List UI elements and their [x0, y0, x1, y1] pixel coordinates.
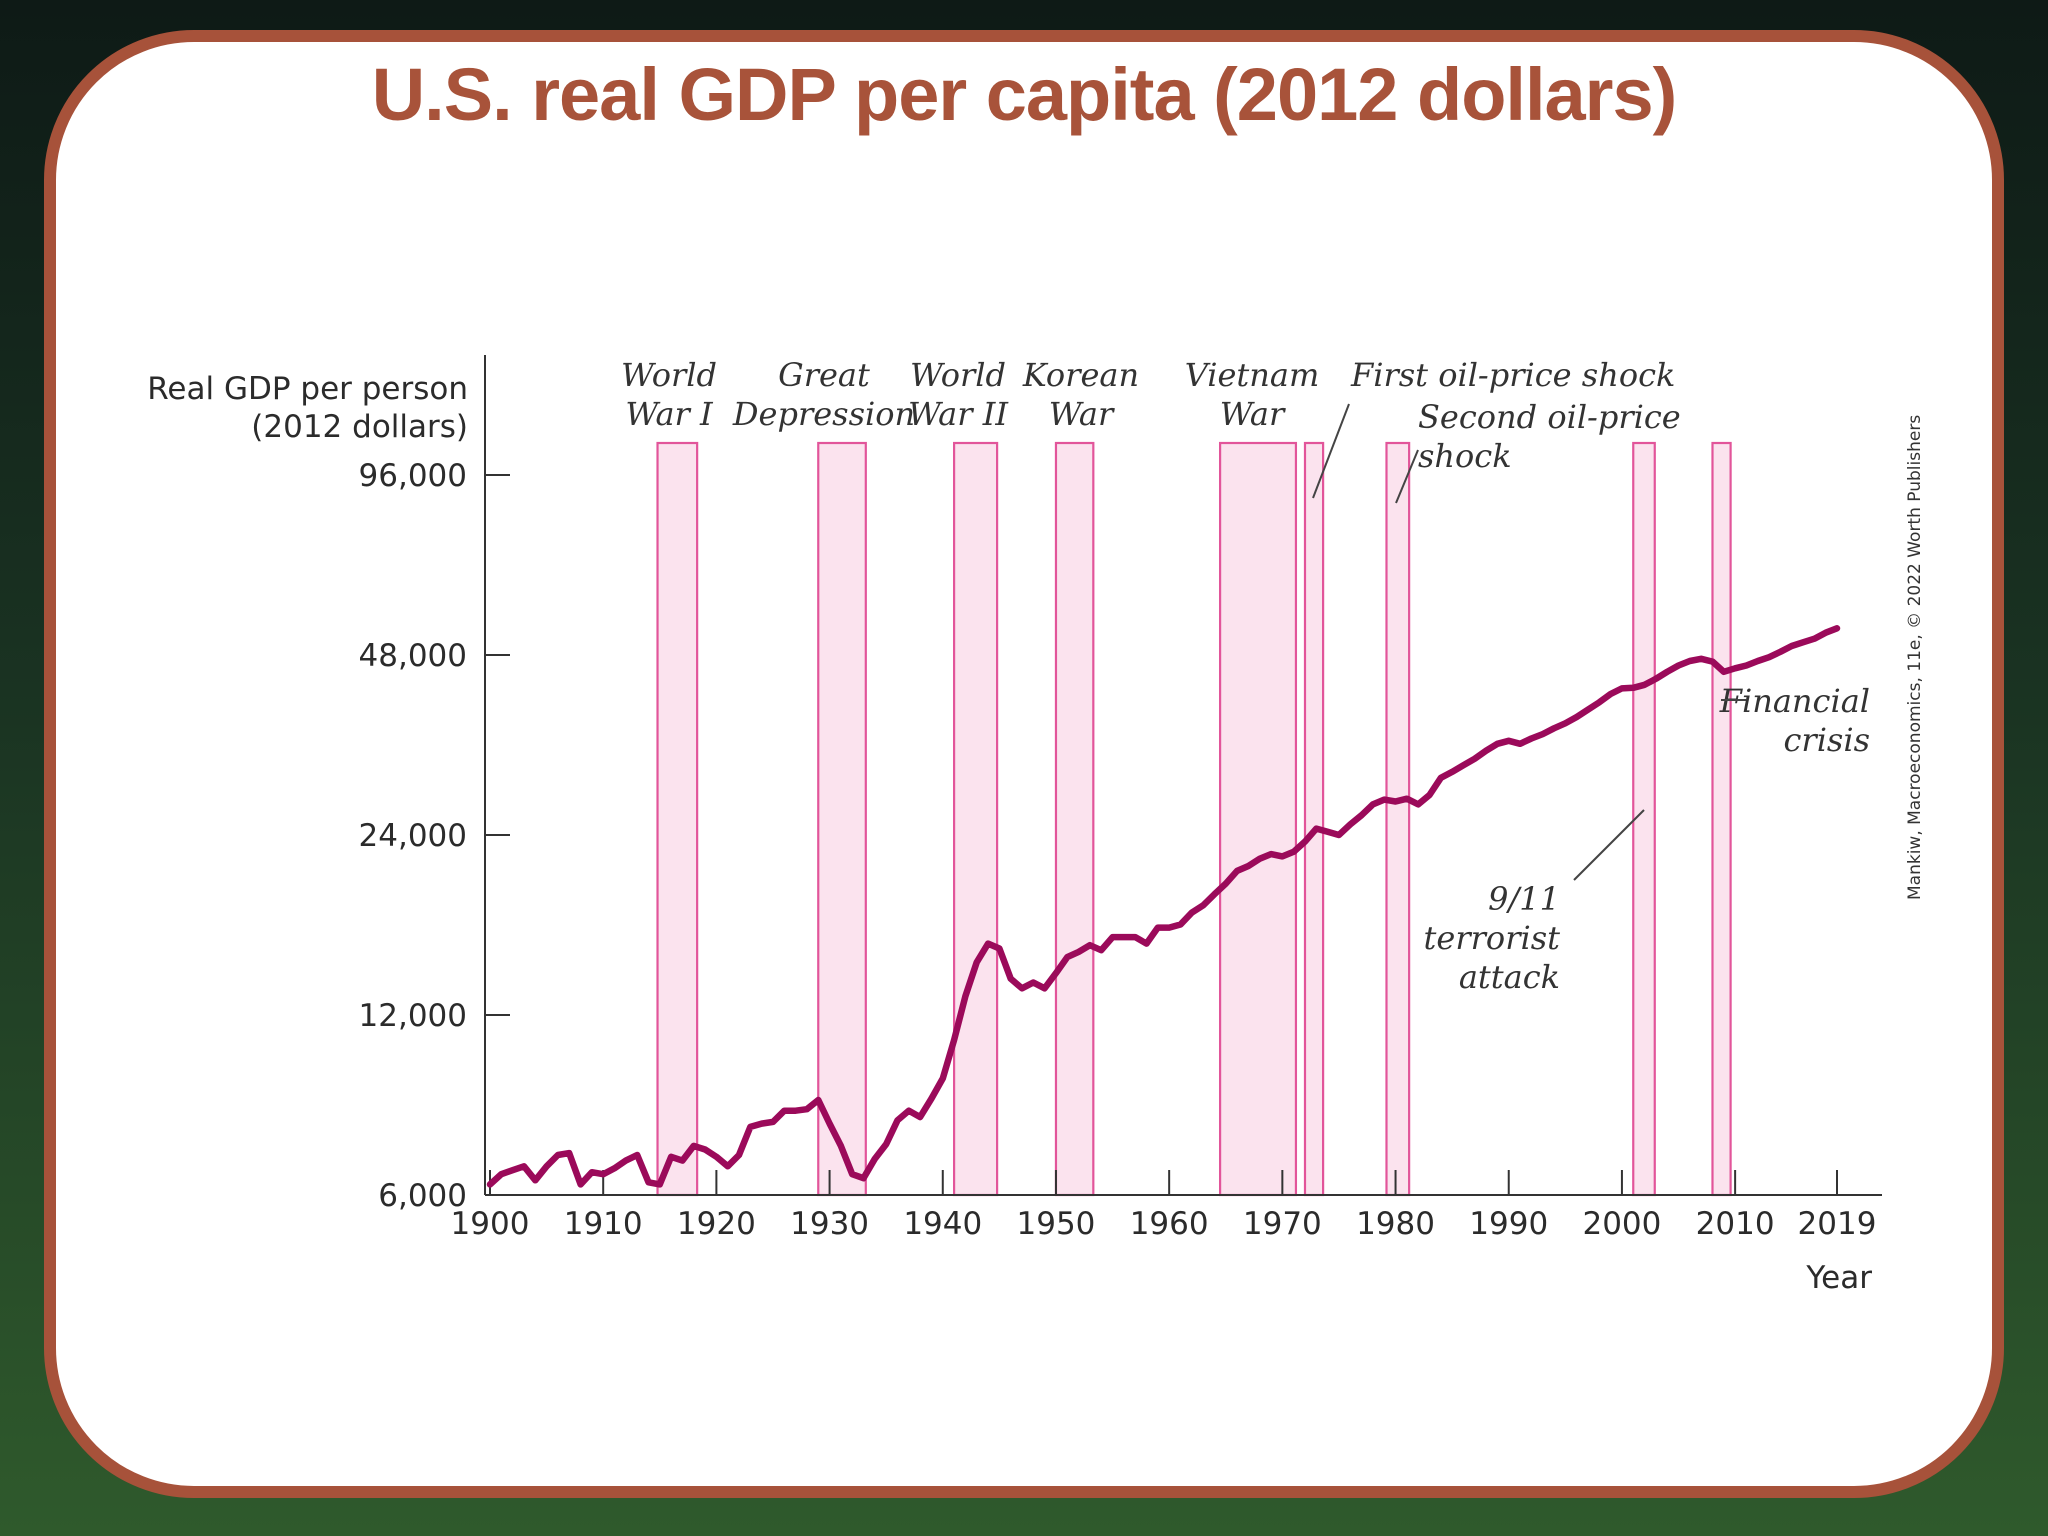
annotation-label: First oil-price shock — [1350, 356, 1675, 394]
annotation-line: 9/11 — [1488, 880, 1560, 918]
slide-title: U.S. real GDP per capita (2012 dollars) — [371, 53, 1678, 136]
x-tick-label: 1910 — [564, 1206, 643, 1242]
y-tick-label: 12,000 — [359, 998, 467, 1034]
y-tick-label: 6,000 — [378, 1178, 467, 1214]
annotation-line: War — [1049, 395, 1115, 433]
annotation-line: Vietnam — [1185, 356, 1320, 394]
x-tick-label: 1980 — [1356, 1206, 1435, 1242]
annotation-line: War II — [908, 395, 1009, 433]
annotation-line: attack — [1459, 958, 1560, 996]
annotation-label: 9/11 terrorist attack — [1424, 880, 1561, 996]
annotation-line: War — [1220, 395, 1286, 433]
slide-card — [44, 30, 2004, 1498]
x-axis-title: Year — [1805, 1260, 1872, 1296]
annotation-label: Financial crisis — [1719, 682, 1870, 759]
annotation-line: First oil-price shock — [1350, 356, 1675, 394]
annotation-line: terrorist — [1424, 919, 1561, 957]
y-tick-label: 48,000 — [359, 638, 467, 674]
first-oil-shock-leader — [1312, 403, 1350, 499]
event-band-7 — [1632, 441, 1656, 1197]
event-band-5 — [1303, 441, 1325, 1197]
annotation-label: Korean War — [1022, 356, 1139, 433]
event-band-6 — [1385, 441, 1411, 1197]
y-axis-title: (2012 dollars) — [251, 409, 468, 445]
annotation-label: Great Depression — [732, 356, 915, 433]
annotation-line: War I — [625, 395, 714, 433]
x-tick-label: 1950 — [1017, 1206, 1096, 1242]
event-band-3 — [1054, 441, 1095, 1197]
gdp-series-line — [486, 625, 1841, 1188]
annotation-line: shock — [1418, 437, 1512, 475]
x-tick-label: 1920 — [677, 1206, 756, 1242]
annotation-line: crisis — [1783, 721, 1870, 759]
event-band-1 — [817, 441, 867, 1197]
x-tick-label: 2019 — [1798, 1206, 1877, 1242]
annotation-line: Korean — [1022, 356, 1139, 394]
annotation-line: Second oil-price — [1418, 398, 1681, 436]
annotation-line: World — [621, 356, 717, 394]
annotation-line: World — [910, 356, 1006, 394]
y-tick-label: 96,000 — [359, 458, 467, 494]
event-band-4 — [1218, 441, 1298, 1197]
axes: 6,000 12,000 24,000 48,000 96,000 1900 1910 192… — [147, 355, 1882, 1296]
y-tick-label: 24,000 — [359, 818, 467, 854]
annotation-label: Second oil-price shock — [1418, 398, 1681, 475]
annotation-label: World War I — [621, 356, 717, 433]
annotation-line: Great — [778, 356, 870, 394]
annotation-label: Vietnam War — [1185, 356, 1320, 433]
terrorist-attack-leader — [1573, 809, 1645, 881]
x-tick-label: 1930 — [790, 1206, 869, 1242]
y-axis-title: Real GDP per person — [147, 371, 468, 407]
series-layer — [486, 625, 1841, 1188]
x-tick-label: 2010 — [1696, 1206, 1775, 1242]
x-tick-label: 1990 — [1469, 1206, 1548, 1242]
event-band-8 — [1711, 441, 1732, 1197]
annotation-line: Depression — [732, 395, 915, 433]
x-tick-label: 2000 — [1582, 1206, 1661, 1242]
second-oil-shock-leader — [1395, 449, 1419, 504]
x-tick-label: 1960 — [1130, 1206, 1209, 1242]
x-tick-label: 1970 — [1243, 1206, 1322, 1242]
x-tick-label: 1940 — [903, 1206, 982, 1242]
event-bands — [656, 441, 1732, 1197]
x-tick-label: 1900 — [451, 1206, 530, 1242]
credit-text: Mankiw, Macroeconomics, 11e, © 2022 Wort… — [1905, 415, 1925, 900]
event-band-2 — [952, 441, 999, 1197]
annotation-label: World War II — [908, 356, 1009, 433]
event-band-0 — [656, 441, 699, 1197]
